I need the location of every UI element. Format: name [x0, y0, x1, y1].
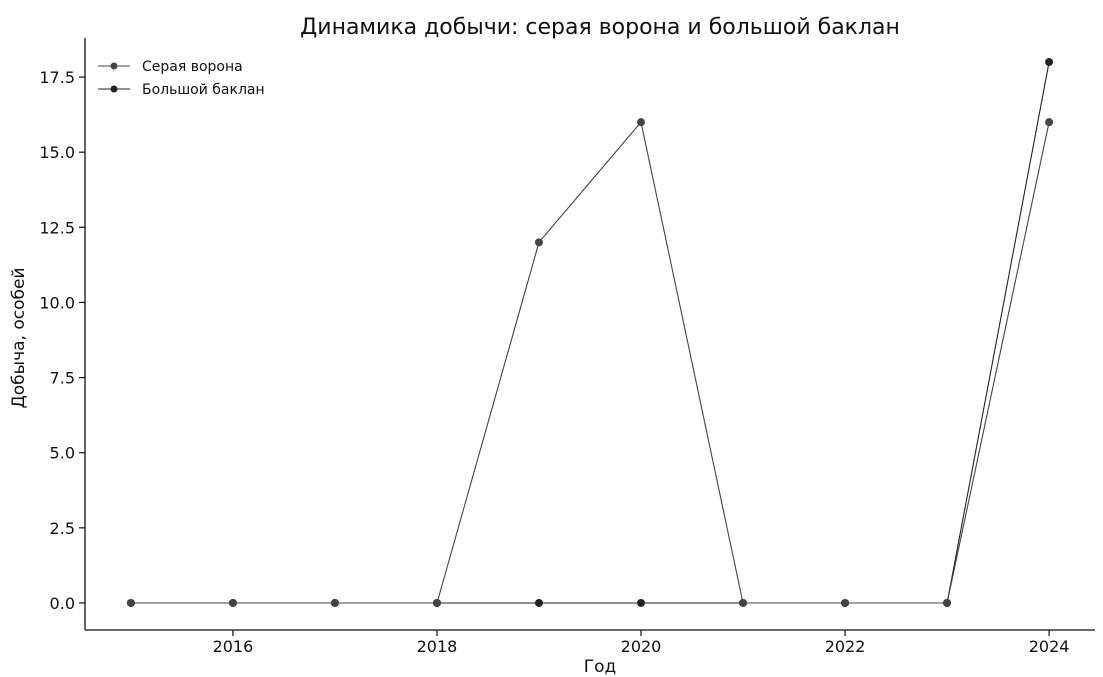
data-point	[432, 598, 441, 607]
series-lines	[130, 61, 1050, 604]
legend-swatch-marker	[110, 85, 118, 93]
data-point	[1045, 58, 1054, 67]
y-tick-label: 7.5	[50, 369, 75, 388]
series-points	[126, 58, 1054, 607]
data-point	[637, 118, 646, 127]
y-tick-label: 2.5	[50, 519, 75, 538]
x-axis-label: Год	[584, 657, 617, 677]
legend: Серая ворона Большой баклан	[98, 59, 265, 98]
data-point	[1045, 118, 1054, 127]
x-tick-label: 2018	[417, 637, 458, 656]
x-tick-label: 2016	[213, 637, 254, 656]
y-tick-label: 12.5	[39, 218, 75, 237]
data-point	[228, 598, 237, 607]
data-point	[739, 598, 748, 607]
data-point	[330, 598, 339, 607]
y-axis-label: Добыча, особей	[9, 268, 29, 409]
legend-label: Большой баклан	[142, 82, 265, 98]
legend-label: Серая ворона	[142, 59, 243, 75]
data-point	[534, 238, 543, 247]
legend-swatch-marker	[110, 62, 118, 70]
data-point	[841, 598, 850, 607]
series-line-1	[130, 61, 1050, 604]
chart-title: Динамика добычи: серая ворона и большой …	[300, 15, 900, 40]
y-tick-label: 10.0	[39, 293, 75, 312]
ticks: 0.0 2.5 5.0 7.5 10.0 12.5 15.0 17.5 2016 2018 2020…	[39, 68, 1069, 656]
data-point	[534, 598, 543, 607]
y-tick-label: 15.0	[39, 143, 75, 162]
x-tick-label: 2024	[1029, 637, 1070, 656]
x-tick-label: 2022	[825, 637, 866, 656]
x-tick-label: 2020	[621, 637, 662, 656]
y-tick-label: 5.0	[50, 444, 75, 463]
data-point	[126, 598, 135, 607]
y-tick-label: 0.0	[50, 594, 75, 613]
data-point	[943, 598, 952, 607]
y-tick-label: 17.5	[39, 68, 75, 87]
data-point	[637, 598, 646, 607]
series-line-0	[130, 120, 1050, 604]
axes	[84, 38, 1095, 631]
